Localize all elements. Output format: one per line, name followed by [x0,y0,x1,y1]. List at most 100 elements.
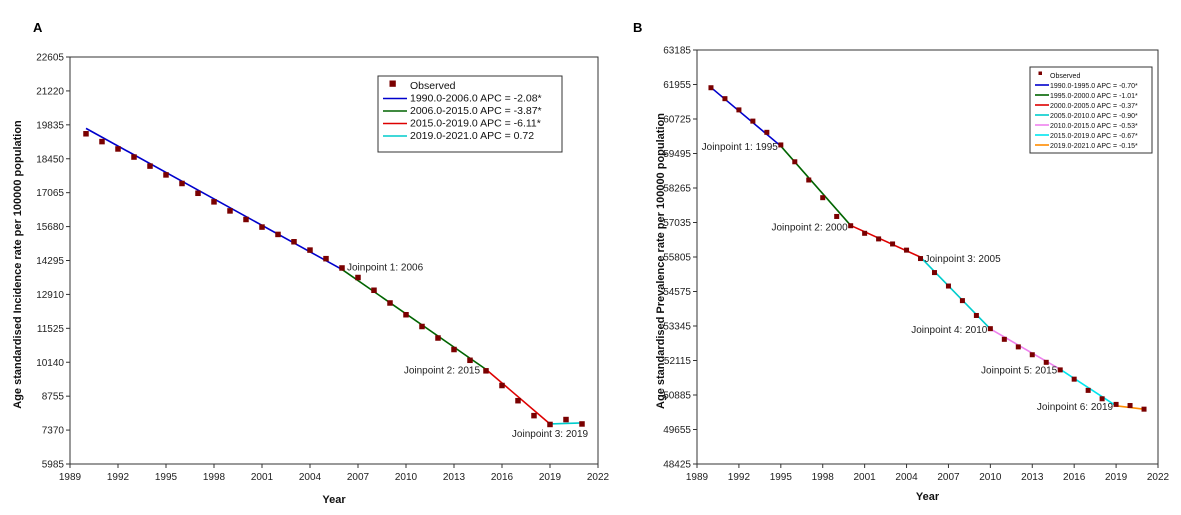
panel-b-observed-point [834,213,840,219]
panel-b-x-tick-label: 1989 [686,472,709,483]
panel-b-y-tick-label: 52115 [664,356,692,367]
panel-b-observed-point [792,159,798,165]
panel-a-trend-segment-4 [549,422,583,425]
panel-a-observed-point [275,231,281,238]
panel-b-legend-label-5: 2010.0-2015.0 APC = -0.53* [1050,123,1138,130]
panel-a-observed-point [515,397,521,404]
panel-b-legend-label-2: 1995.0-2000.0 APC = -1.01* [1050,93,1138,100]
panel-b-letter: B [633,20,642,35]
panel-a-observed-point [371,287,377,294]
panel-b-legend-label-4: 2005.0-2010.0 APC = -0.90* [1050,113,1138,120]
panel-a-observed-point [83,131,89,137]
panel-b-observed-point [1085,387,1091,393]
panel-a-y-tick-label: 21220 [36,86,64,97]
panel-b-observed-point [1001,336,1007,342]
panel-a-y-tick-label: 17065 [36,188,64,199]
panel-b-observed-point [848,223,854,229]
panel-a-x-axis-label: Year [322,494,346,506]
panel-b-legend: Observed 1990.0-1995.0 APC = -0.70* 1995.0… [1029,66,1153,154]
panel-a-trend-segment-2 [341,268,487,371]
panel-a-observed-point [163,172,169,178]
panel-a-letter: A [33,20,43,35]
panel-b-x-tick-label: 2016 [1063,472,1086,483]
panel-a-y-tick-label: 22605 [36,53,64,64]
panel-a-y-tick-label: 7370 [42,426,65,437]
panel-a-y-tick-label: 18450 [36,154,64,165]
panel-b-observed-point [890,241,896,247]
panel-b-trend-segment-6 [1059,368,1117,407]
panel-b-y-tick-label: 57035 [663,218,691,229]
panel-a-observed-point [483,368,489,374]
panel-b-legend-label-6: 2015.0-2019.0 APC = -0.67* [1050,133,1138,140]
panel-a-joinpoint-label-3: Joinpoint 3: 2019 [512,429,589,440]
panel-b-x-tick-label: 2010 [979,472,1002,483]
panel-b-observed-point [806,177,812,183]
panel-b-y-tick-label: 50885 [663,391,691,402]
panel-b-joinpoint-label-3: Joinpoint 3: 2005 [925,254,1002,265]
panel-b-observed-point [750,118,756,124]
panel-b-y-tick-label: 59495 [663,149,691,160]
panel-b-observed-point [876,236,882,242]
panel-b-observed-point [820,195,826,201]
panel-a-x-tick-label: 2010 [395,472,418,483]
panel-a-x-tick-label: 2019 [539,472,562,483]
panel-b-y-tick-label: 61955 [663,80,691,91]
panel-b-observed-point [778,142,784,148]
panel-b-observed-point [1043,359,1049,365]
panel-a-legend-observed-label: Observed [410,80,456,92]
panel-a-observed-point [211,199,217,205]
panel-a-observed-point [467,357,473,364]
panel-a-observed-point [435,335,441,341]
panel-a-legend-label-4: 2019.0-2021.0 APC = 0.72 [410,130,534,142]
panel-b-observed-point [904,247,910,253]
panel-b-x-tick-label: 2004 [895,472,918,483]
panel-a-observed-point [227,208,233,214]
panel-a-x-tick-label: 2013 [443,472,466,483]
panel-a-legend-label-2: 2006.0-2015.0 APC = -3.87* [410,105,542,117]
panel-a-legend-label-1: 1990.0-2006.0 APC = -2.08* [410,93,542,105]
panel-a-observed-point [115,146,121,152]
panel-b-joinpoint-label-2: Joinpoint 2: 2000 [771,222,848,233]
panel-a-observed-point [291,239,297,245]
panel-b-y-tick-label: 60725 [663,115,691,126]
panel-b-observed-point [1099,396,1105,402]
panel-b-joinpoint-label-1: Joinpoint 1: 1995 [702,142,779,153]
panel-b-x-tick-label: 2007 [937,472,960,483]
panel-b-x-axis-label: Year [916,491,940,503]
panel-a-observed-point [547,421,553,428]
panel-b-legend-observed-marker [1038,71,1042,75]
panel-b-joinpoint-label-6: Joinpoint 6: 2019 [1037,402,1114,413]
panel-b-observed-point [1127,403,1133,409]
panel-a-observed-point [323,255,329,262]
panel-b-observed-point [987,326,993,332]
panel-b-legend-label-7: 2019.0-2021.0 APC = -0.15* [1050,143,1138,150]
panel-a-y-tick-label: 14295 [36,256,64,267]
panel-a-observed-point [403,311,409,318]
panel-a-x-tick-label: 1989 [59,472,82,483]
panel-b-x-tick-label: 1992 [728,472,751,483]
panel-a-observed-point [339,265,345,271]
panel-b-observed-point [918,256,924,262]
panel-a-observed-point [147,163,153,169]
panel-b-observed-point [1113,401,1119,407]
panel-b-observed-point [862,230,868,236]
panel-b-y-tick-label: 58265 [663,184,691,195]
panel-a-x-tick-label: 2022 [587,472,610,483]
panel-a-observed-point [99,138,105,145]
panel-b-observed-point [1057,367,1063,373]
panel-b-y-axis-label: Age standardised Prevalence rate per 100… [655,113,667,409]
panel-a-x-tick-label: 1995 [155,472,178,483]
panel-a-y-tick-label: 10140 [36,358,64,369]
panel-b-observed-point [1071,376,1077,382]
panel-b-chart: 1989 1992 1995 1998 2001 2004 2007 2010 2013 2016… [655,46,1170,504]
panel-b-legend-label-3: 2000.0-2005.0 APC = -0.37* [1050,103,1138,110]
panel-a-legend-observed-marker [389,80,396,87]
panel-a-observed-point [451,346,457,353]
panel-b-observed-point [1029,352,1035,358]
panel-a-observed-point [419,323,425,330]
panel-b-x-tick-label: 2019 [1105,472,1128,483]
panel-b-observed-point [1141,406,1147,412]
panel-b-observed-point [722,96,728,102]
panel-b-x-tick-label: 2013 [1021,472,1044,483]
